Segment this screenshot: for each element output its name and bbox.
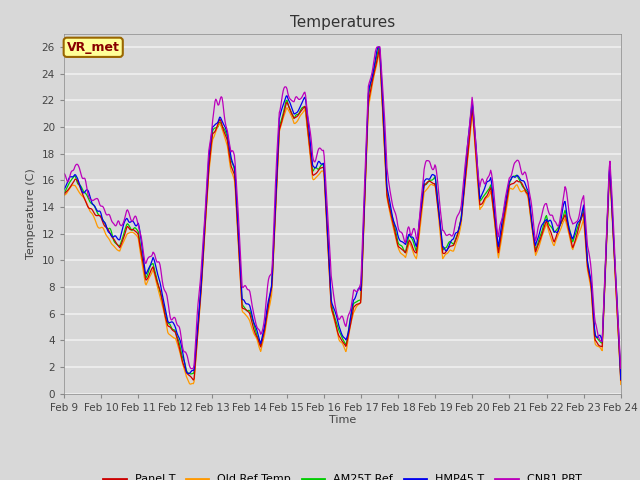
- Title: Temperatures: Temperatures: [290, 15, 395, 30]
- Legend: Panel T, Old Ref Temp, AM25T Ref, HMP45 T, CNR1 PRT: Panel T, Old Ref Temp, AM25T Ref, HMP45 …: [99, 470, 586, 480]
- Text: VR_met: VR_met: [67, 41, 120, 54]
- X-axis label: Time: Time: [329, 415, 356, 425]
- Y-axis label: Temperature (C): Temperature (C): [26, 168, 36, 259]
